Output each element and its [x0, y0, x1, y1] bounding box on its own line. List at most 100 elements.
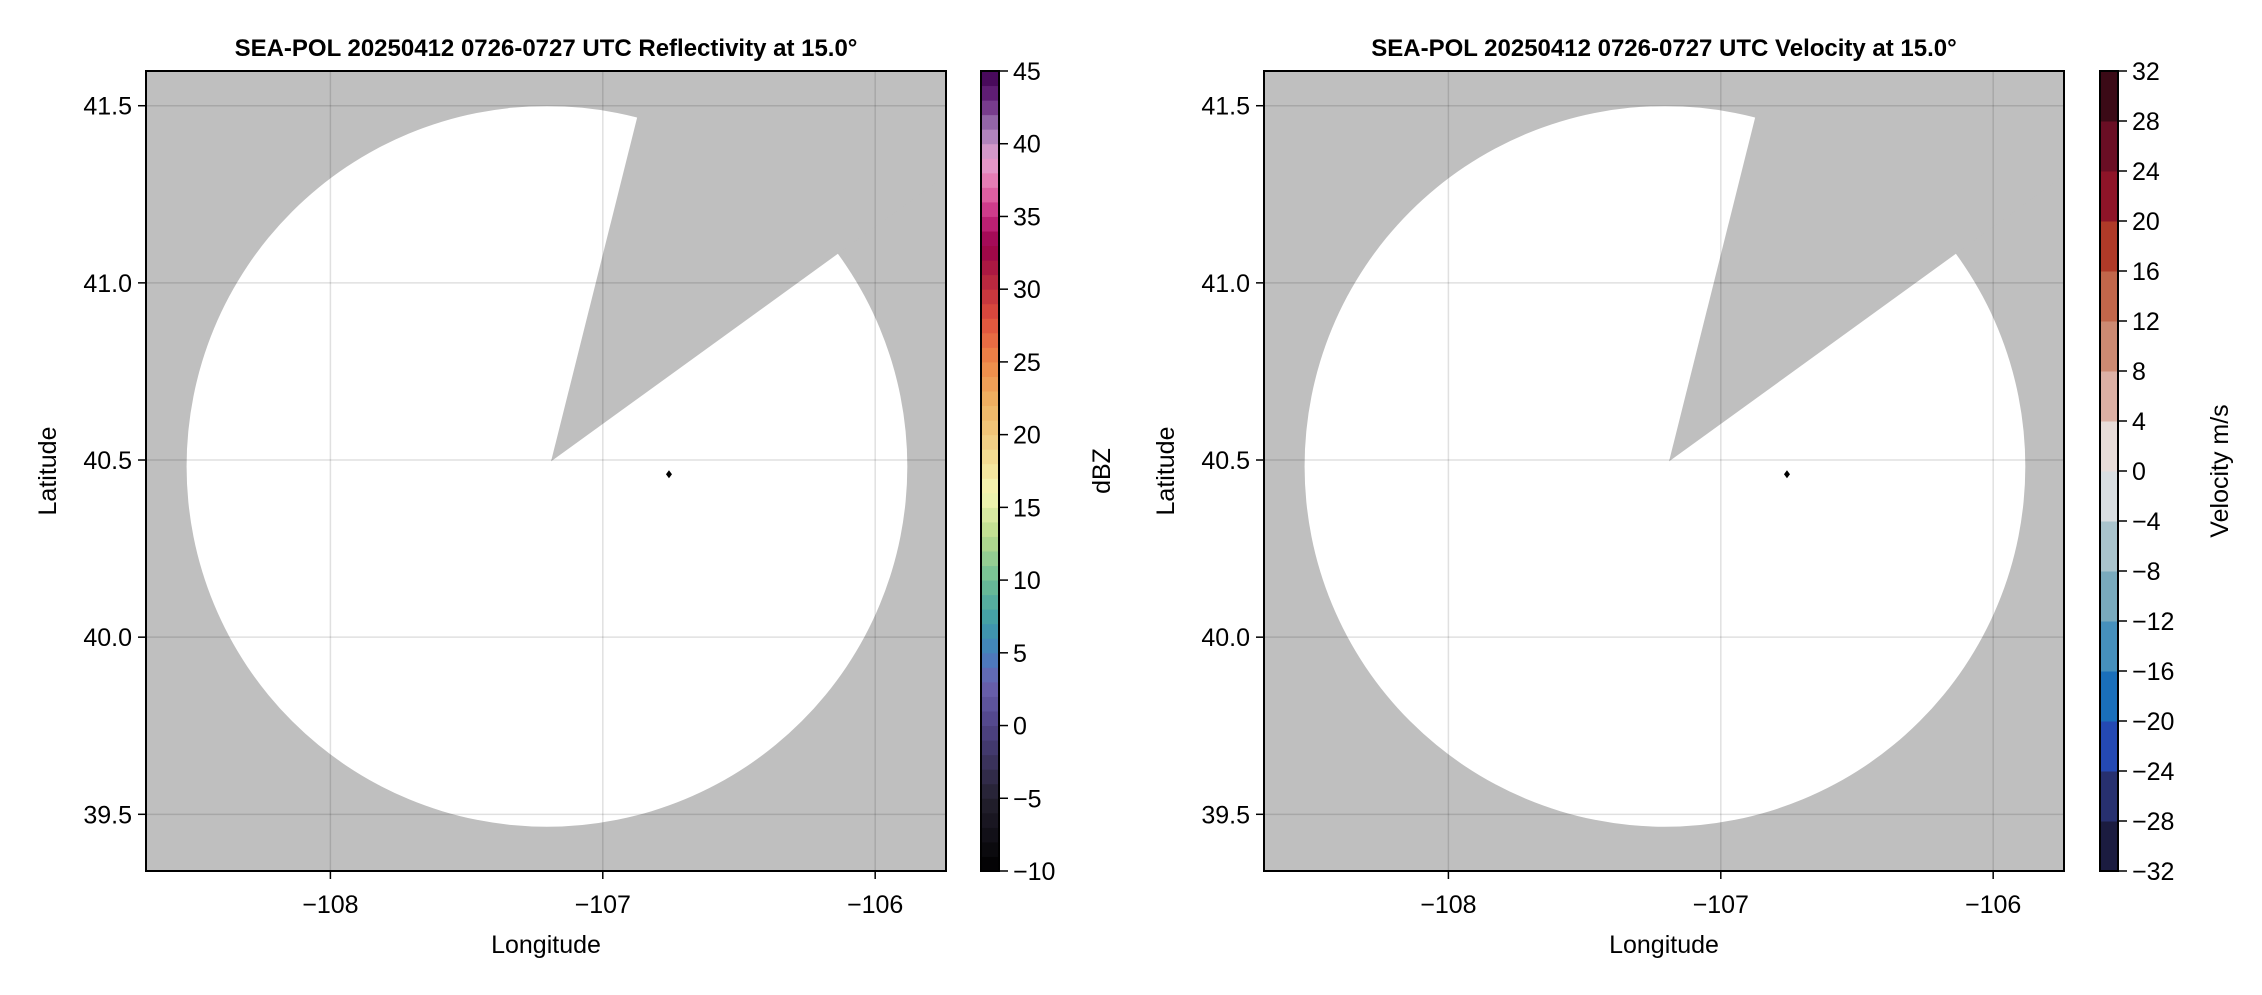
colorbar-band — [2100, 471, 2118, 522]
colorbar-band — [981, 347, 999, 363]
colorbar-band — [981, 71, 999, 87]
y-axis-label: Latitude — [34, 427, 62, 516]
colorbar-band — [981, 376, 999, 392]
colorbar-band — [981, 289, 999, 305]
colorbar-band — [981, 216, 999, 232]
colorbar-band — [981, 711, 999, 727]
colorbar-tick-label: 25 — [1013, 349, 1041, 377]
colorbar-label: Velocity m/s — [2206, 404, 2234, 537]
colorbar-band — [2100, 671, 2118, 722]
colorbar-tick-label: 35 — [1013, 203, 1041, 231]
colorbar-label: dBZ — [1088, 448, 1116, 494]
colorbar-band — [981, 187, 999, 203]
chart-title: SEA-POL 20250412 0726-0727 UTC Reflectiv… — [235, 35, 858, 62]
colorbar-tick-label: 28 — [2132, 108, 2160, 136]
x-tick-label: −107 — [1693, 891, 1749, 919]
colorbar-band — [981, 812, 999, 828]
colorbar-band — [2100, 121, 2118, 172]
colorbar-band — [2100, 221, 2118, 272]
colorbar-band — [981, 638, 999, 654]
radar-site-marker — [1783, 470, 1790, 479]
colorbar-band — [981, 158, 999, 174]
colorbar-tick-label: 15 — [1013, 494, 1041, 522]
colorbar-tick-label: 10 — [1013, 567, 1041, 595]
colorbar-band — [2100, 271, 2118, 322]
x-tick-label: −106 — [1965, 891, 2021, 919]
colorbar-band — [981, 391, 999, 407]
y-tick-label: 41.5 — [1201, 93, 1250, 121]
x-tick-label: −108 — [1420, 891, 1476, 919]
blocked-sector — [551, 71, 946, 462]
colorbar-band — [981, 260, 999, 276]
colorbar-tick-label: 4 — [2132, 408, 2146, 436]
plot-area: −108 −107 −106 39.5 40.0 40.5 41.0 41.5 — [1201, 70, 2065, 919]
colorbar-band — [981, 609, 999, 625]
colorbar-band — [981, 696, 999, 712]
colorbar-band — [981, 769, 999, 785]
plot-content — [146, 71, 946, 871]
colorbar-band — [981, 463, 999, 479]
colorbar-band — [2100, 571, 2118, 622]
axes-frame — [1263, 70, 2065, 872]
colorbar-band — [981, 172, 999, 188]
colorbar-band — [981, 551, 999, 567]
plot-content — [1264, 71, 2064, 871]
colorbar-band — [2100, 621, 2118, 672]
colorbar-band — [981, 507, 999, 523]
colorbar-tick-label: 20 — [2132, 208, 2160, 236]
y-tick-label: 39.5 — [1201, 801, 1250, 829]
colorbar-tick-label: 8 — [2132, 358, 2146, 386]
y-tick-label: 40.5 — [83, 447, 132, 475]
colorbar-band — [981, 143, 999, 159]
axes-frame — [145, 70, 947, 872]
colorbar-band — [2100, 721, 2118, 772]
colorbar-band — [981, 725, 999, 741]
colorbar-band — [981, 245, 999, 261]
x-tick-label: −107 — [575, 891, 631, 919]
colorbar-band — [2100, 371, 2118, 422]
x-tick-label: −108 — [302, 891, 358, 919]
colorbar-tick-label: 24 — [2132, 158, 2160, 186]
colorbar-band — [981, 623, 999, 639]
colorbar-band — [981, 740, 999, 756]
x-axis-label: Longitude — [491, 931, 601, 959]
colorbar-tick-label: 32 — [2132, 58, 2160, 86]
x-tick-label: −106 — [847, 891, 903, 919]
colorbar: −10 −5 0 5 10 15 20 25 30 35 40 45 — [980, 58, 1055, 886]
colorbar-band — [981, 594, 999, 610]
colorbar-band — [981, 100, 999, 116]
y-tick-label: 41.0 — [83, 270, 132, 298]
colorbar-tick-label: 45 — [1013, 58, 1041, 86]
colorbar-tick-label: 16 — [2132, 258, 2160, 286]
colorbar-band — [981, 492, 999, 508]
y-tick-label: 40.0 — [83, 624, 132, 652]
y-tick-label: 41.5 — [83, 93, 132, 121]
colorbar-band — [981, 652, 999, 668]
colorbar-band — [981, 231, 999, 247]
colorbar-band — [981, 798, 999, 814]
colorbar-tick-label: 20 — [1013, 422, 1041, 450]
colorbar-band — [981, 114, 999, 130]
colorbar-tick-label: −20 — [2132, 708, 2174, 736]
colorbar-tick-label: 0 — [1013, 713, 1027, 741]
colorbar-band — [981, 85, 999, 101]
colorbar-frame — [980, 70, 1000, 872]
colorbar: −32 −28 −24 −20 −16 −12 −8 −4 0 4 8 12 16 20 24 28 32 — [2099, 58, 2175, 886]
y-tick-label: 40.0 — [1201, 624, 1250, 652]
colorbar-band — [981, 478, 999, 494]
colorbar-tick-label: −24 — [2132, 758, 2175, 786]
y-tick-label: 41.0 — [1201, 270, 1250, 298]
colorbar-band — [2100, 321, 2118, 372]
colorbar-band — [2100, 421, 2118, 472]
colorbar-band — [981, 754, 999, 770]
x-axis-label: Longitude — [1609, 931, 1719, 959]
chart-title: SEA-POL 20250412 0726-0727 UTC Velocity … — [1371, 35, 1957, 62]
colorbar-band — [981, 827, 999, 843]
colorbar-band — [2100, 771, 2118, 822]
colorbar-tick-label: 0 — [2132, 458, 2146, 486]
colorbar-band — [981, 201, 999, 217]
blocked-sector — [1669, 71, 2064, 462]
colorbar-band — [981, 841, 999, 857]
colorbar-band — [981, 783, 999, 799]
